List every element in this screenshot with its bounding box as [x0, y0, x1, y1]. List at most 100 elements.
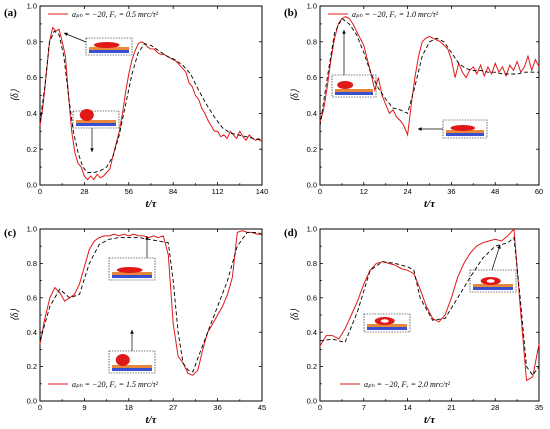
- legend-label: aₚₕ = −20, Fₓ = 1.5 mrᴄ/τ²: [72, 380, 159, 389]
- y-tick-label: 0.4: [27, 109, 37, 118]
- y-tick-label: 0.8: [307, 259, 317, 268]
- substrate-top-layer: [112, 365, 152, 368]
- inset-arrowhead: [64, 32, 68, 37]
- x-tick-label: 27: [169, 403, 177, 412]
- y-tick-label: 0.2: [27, 362, 37, 371]
- x-tick-label: 35: [535, 403, 543, 412]
- x-tick-label: 0: [318, 187, 322, 196]
- x-tick-label: 9: [82, 403, 86, 412]
- x-tick-label: 18: [125, 403, 133, 412]
- y-tick-label: 0.4: [307, 328, 317, 337]
- series-line-simulation: [39, 26, 263, 181]
- x-axis-label: t/τ: [424, 198, 436, 210]
- y-axis-label: ⟨δ⟩: [290, 309, 301, 322]
- inset-arrowhead: [90, 148, 94, 152]
- x-tick-label: 84: [169, 187, 177, 196]
- inset-arrowhead: [130, 330, 134, 334]
- x-tick-label: 24: [403, 187, 411, 196]
- substrate-bottom-layer: [446, 133, 484, 136]
- legend-label: aₚₕ = −20, Fₓ = 0.5 mrᴄ/τ²: [72, 10, 159, 19]
- droplet: [93, 42, 120, 48]
- y-tick-label: 0.0: [27, 397, 37, 406]
- substrate-top-layer: [89, 47, 129, 50]
- substrate-bottom-layer: [89, 50, 129, 53]
- y-tick-label: 0.6: [307, 293, 317, 302]
- substrate-bottom-layer: [473, 287, 513, 290]
- series-line-fit: [39, 231, 263, 373]
- snapshot-inset: [72, 109, 120, 152]
- series-line-simulation: [319, 16, 540, 137]
- panel-d: 0 7 14 21 28 35 0.0 0.2 0.4 0.6 0.8 1.0 t/τ ⟨δ⟩ (d) aₚₕ…: [284, 225, 543, 426]
- x-tick-label: 45: [258, 403, 266, 412]
- substrate-bottom-layer: [112, 368, 152, 371]
- y-tick-label: 0.2: [307, 145, 317, 154]
- inset-frame: [85, 37, 133, 56]
- panel-a: 0 28 56 84 112 140 0.0 0.2 0.4 0.6 0.8 1.0 t/τ ⟨δ⟩ (a)…: [4, 2, 268, 210]
- plot-frame: [39, 5, 263, 186]
- x-tick-label: 60: [535, 187, 543, 196]
- y-tick-label: 0.8: [27, 37, 37, 46]
- y-tick-label: 0.4: [307, 109, 317, 118]
- y-tick-label: 0.0: [307, 181, 317, 190]
- inset-frame: [363, 313, 411, 333]
- panel-label: (d): [284, 227, 298, 239]
- y-tick-label: 0.2: [27, 145, 37, 154]
- x-axis-label: t/τ: [146, 414, 158, 426]
- x-tick-label: 36: [447, 187, 455, 196]
- y-tick-label: 0.0: [27, 181, 37, 190]
- panel-c: 0 9 18 27 36 45 0.0 0.2 0.4 0.6 0.8 1.0 t/τ ⟨δ⟩ (c) aₚₕ…: [4, 225, 266, 426]
- y-tick-label: 0.8: [27, 259, 37, 268]
- inset-frame: [331, 74, 377, 98]
- snapshot-inset: [108, 330, 156, 374]
- legend-label: aₚₕ = −20, Fₓ = 1.0 mrᴄ/τ²: [352, 10, 439, 19]
- substrate-top-layer: [367, 324, 407, 327]
- inset-arrowhead: [497, 245, 501, 249]
- inset-arrowhead: [342, 30, 346, 34]
- series-line-fit: [39, 30, 263, 173]
- y-tick-label: 0.4: [27, 328, 37, 337]
- x-tick-label: 28: [491, 403, 499, 412]
- x-tick-label: 140: [256, 187, 269, 196]
- y-axis-label: ⟨δ⟩: [10, 89, 21, 102]
- plot-frame: [319, 5, 540, 186]
- inset-arrowhead: [418, 127, 422, 131]
- snapshot-inset: [108, 236, 156, 281]
- snapshot-inset: [331, 30, 377, 98]
- y-tick-label: 0.8: [307, 37, 317, 46]
- inset-frame: [108, 257, 156, 281]
- series-line-simulation: [319, 227, 540, 382]
- plot-frame: [39, 228, 263, 402]
- y-tick-label: 0.6: [27, 293, 37, 302]
- inset-arrowhead: [145, 236, 149, 240]
- droplet-void: [486, 279, 495, 283]
- x-tick-label: 0: [318, 403, 322, 412]
- x-tick-label: 28: [80, 187, 88, 196]
- x-axis-label: t/τ: [146, 198, 158, 210]
- x-tick-label: 48: [491, 187, 499, 196]
- legend-label: aₚₕ = −20, Fₓ = 2.0 mrᴄ/τ²: [364, 380, 451, 389]
- droplet: [450, 125, 476, 131]
- y-axis-label: ⟨δ⟩: [10, 309, 21, 322]
- snapshot-inset: [469, 244, 517, 293]
- droplet: [337, 81, 354, 89]
- x-tick-label: 12: [360, 187, 368, 196]
- droplet: [115, 354, 130, 366]
- substrate-top-layer: [473, 284, 513, 287]
- substrate-bottom-layer: [112, 275, 152, 278]
- substrate-top-layer: [112, 272, 152, 275]
- x-tick-label: 0: [38, 403, 42, 412]
- inset-frame: [469, 269, 517, 293]
- droplet: [79, 109, 94, 121]
- y-tick-label: 0.0: [307, 397, 317, 406]
- substrate-top-layer: [76, 120, 116, 123]
- snapshot-inset: [63, 32, 133, 56]
- substrate-bottom-layer: [367, 327, 407, 330]
- x-tick-label: 112: [212, 187, 224, 196]
- substrate-top-layer: [446, 130, 484, 133]
- panel-label: (a): [4, 7, 17, 19]
- substrate-bottom-layer: [335, 92, 373, 95]
- panel-b: 0 12 24 36 48 60 0.0 0.2 0.4 0.6 0.8 1.0 t/τ ⟨δ⟩ (b) aₚ…: [284, 2, 543, 210]
- y-axis-label: ⟨δ⟩: [290, 89, 301, 102]
- series-line-fit: [319, 17, 539, 126]
